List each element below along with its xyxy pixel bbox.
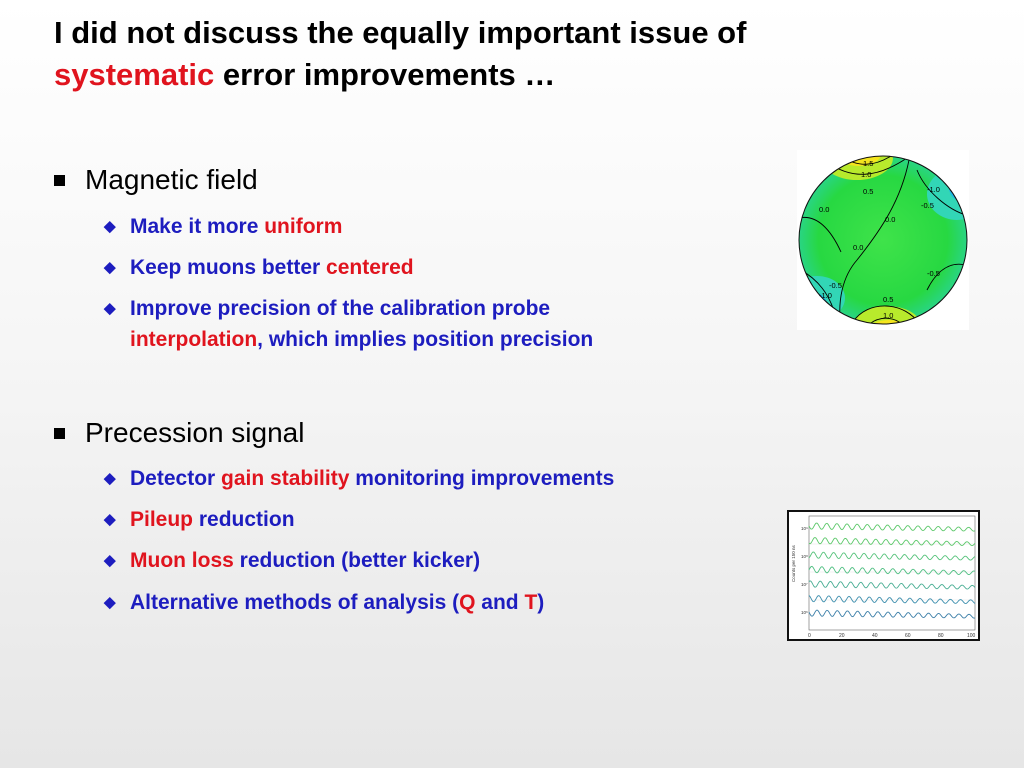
diamond-bullet-icon: ◆ [104, 511, 116, 528]
sub-bullet-gain: ◆ Detector gain stability monitoring impr… [104, 463, 614, 494]
precession-heading: Precession signal [85, 417, 305, 448]
contour-label: 1.5 [863, 159, 873, 168]
sub-bullet-text: , which implies position precision [257, 328, 594, 351]
contour-label: -0.5 [927, 269, 940, 278]
title-line2: systematic error improvements … [54, 54, 994, 96]
sub-bullet-text: Detector [130, 467, 222, 490]
sub-bullet-emphasis: centered [326, 256, 414, 279]
sub-bullet-text: Keep muons better [130, 256, 327, 279]
sub-bullet-emphasis: Muon loss [130, 549, 234, 572]
contour-label: 1.0 [861, 170, 871, 179]
bullet-precession-signal: Precession signal [54, 417, 304, 449]
plot-ytick: 10⁹ [801, 526, 808, 531]
wiggle-trace [808, 522, 976, 532]
plot-xtick: 40 [872, 633, 878, 639]
sub-bullet-centered: ◆ Keep muons better centered [104, 252, 414, 283]
sub-bullet-uniform: ◆ Make it more uniform [104, 211, 342, 242]
sub-bullet-text: monitoring improvements [349, 467, 615, 490]
contour-label: 0.5 [883, 295, 893, 304]
wiggle-plot-frame: Counts per 150 ns 10⁹ 10⁸ 10⁷ 10⁶ 0 20 4… [787, 510, 980, 641]
sub-bullet-emphasis: Q [459, 591, 476, 614]
magnetic-heading: Magnetic field [85, 164, 258, 195]
wiggle-plot: Counts per 150 ns 10⁹ 10⁸ 10⁷ 10⁶ 0 20 4… [789, 512, 978, 639]
wiggle-trace [808, 551, 976, 561]
sub-bullet-emphasis: Pileup [130, 508, 194, 531]
diamond-bullet-icon: ◆ [104, 470, 116, 487]
sub-bullet-continuation: interpolation, which implies position pr… [104, 324, 593, 355]
sub-bullet-text: reduction (better kicker) [233, 549, 481, 572]
square-bullet-icon [54, 174, 65, 186]
title-emphasis: systematic [54, 57, 215, 92]
sub-bullet-text: ) [537, 591, 545, 614]
diamond-bullet-icon: ◆ [104, 259, 116, 276]
diamond-bullet-icon: ◆ [104, 300, 116, 317]
contour-label: -1.0 [927, 185, 940, 194]
diamond-bullet-icon: ◆ [104, 552, 116, 569]
sub-bullet-emphasis: interpolation [130, 328, 258, 351]
contour-label: 1.0 [883, 311, 893, 320]
sub-bullet-text: and [475, 591, 525, 614]
sub-bullet-emphasis: uniform [264, 215, 343, 238]
sub-bullet-text: Improve precision of the calibration pro… [130, 297, 551, 320]
diamond-bullet-icon: ◆ [104, 218, 116, 235]
plot-ytick: 10⁸ [801, 554, 808, 559]
contour-label: 0.0 [819, 205, 829, 214]
plot-xtick: 60 [905, 633, 911, 639]
field-contour-map: 1.5 1.0 0.5 -1.0 -0.5 0.0 0.0 0.0 -0.5 -… [797, 150, 969, 330]
contour-label: 0.0 [885, 215, 895, 224]
wiggle-trace [808, 580, 976, 590]
sub-bullet-text: reduction [193, 508, 295, 531]
sub-bullet-alternative: ◆ Alternative methods of analysis (Q and … [104, 587, 544, 618]
sub-bullet-interpolation: ◆ Improve precision of the calibration pr… [104, 293, 593, 355]
diamond-bullet-icon: ◆ [104, 594, 116, 611]
sub-bullet-pileup: ◆ Pileup reduction [104, 504, 295, 535]
wiggle-trace [808, 595, 976, 604]
slide-title: I did not discuss the equally important … [54, 12, 994, 96]
title-rest: error improvements … [214, 57, 556, 92]
title-line1: I did not discuss the equally important … [54, 15, 747, 50]
contour-label: -1.0 [819, 291, 832, 300]
wiggle-trace [808, 609, 976, 619]
contour-label: 0.5 [863, 187, 873, 196]
sub-bullet-text: Alternative methods of analysis ( [130, 591, 460, 614]
contour-label: -0.5 [829, 281, 842, 290]
sub-bullet-text: Make it more [130, 215, 265, 238]
square-bullet-icon [54, 427, 65, 439]
plot-xtick: 80 [938, 633, 944, 639]
sub-bullet-muon-loss: ◆ Muon loss reduction (better kicker) [104, 545, 480, 576]
contour-label: 0.0 [853, 243, 863, 252]
plot-xtick: 0 [808, 633, 811, 639]
plot-ylabel: Counts per 150 ns [791, 544, 796, 582]
wiggle-trace [808, 536, 976, 547]
plot-ytick: 10⁷ [801, 582, 808, 587]
bullet-magnetic-field: Magnetic field [54, 164, 258, 196]
contour-label: -0.5 [921, 201, 934, 210]
plot-ytick: 10⁶ [801, 610, 808, 615]
wiggle-trace [808, 565, 976, 576]
sub-bullet-emphasis: gain stability [221, 467, 350, 490]
plot-xtick: 20 [839, 633, 845, 639]
plot-xtick: 100 [967, 633, 976, 639]
sub-bullet-emphasis: T [524, 591, 538, 614]
